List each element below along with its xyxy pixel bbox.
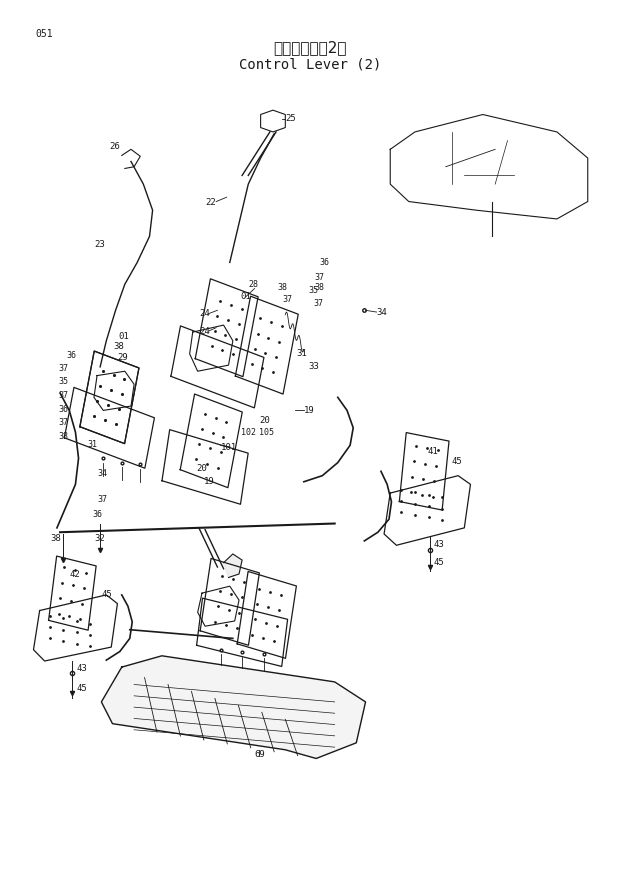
Text: 37: 37 (59, 391, 69, 400)
Text: 37: 37 (314, 273, 324, 282)
Text: 101: 101 (221, 443, 237, 451)
Text: 01: 01 (241, 292, 252, 301)
Text: 操作レバー（2）: 操作レバー（2） (273, 40, 347, 56)
Text: 43: 43 (77, 664, 87, 673)
Text: 20: 20 (259, 416, 270, 425)
Text: 36: 36 (319, 258, 329, 267)
Text: 38: 38 (59, 432, 69, 441)
Text: 37: 37 (283, 294, 293, 304)
Text: 20: 20 (196, 464, 206, 473)
Text: Control Lever (2): Control Lever (2) (239, 58, 381, 72)
Text: 38: 38 (51, 534, 61, 543)
Text: 33: 33 (309, 361, 319, 371)
Text: 38: 38 (113, 342, 125, 352)
Text: 34: 34 (377, 307, 388, 317)
Text: 41: 41 (427, 447, 438, 456)
Text: 45: 45 (433, 559, 444, 567)
Text: 32: 32 (94, 534, 105, 543)
Text: 45: 45 (102, 590, 112, 600)
Text: 43: 43 (433, 540, 444, 549)
Text: 45: 45 (77, 684, 87, 692)
Text: 35: 35 (308, 286, 318, 295)
Text: 24: 24 (199, 309, 210, 319)
Text: 37: 37 (59, 364, 69, 374)
Text: 37: 37 (313, 299, 323, 308)
Text: 38: 38 (314, 284, 324, 292)
Text: 22: 22 (205, 198, 216, 207)
Text: 01: 01 (118, 332, 130, 341)
Text: 34: 34 (97, 469, 107, 478)
Text: 36: 36 (59, 405, 69, 414)
Text: 23: 23 (94, 240, 105, 249)
Text: 38: 38 (277, 284, 287, 292)
Text: 19: 19 (304, 406, 314, 415)
Text: 051: 051 (35, 29, 53, 39)
Text: 19: 19 (204, 478, 215, 486)
Text: 28: 28 (248, 280, 259, 289)
Text: 31: 31 (296, 348, 307, 358)
Text: 25: 25 (285, 114, 296, 123)
Text: 24: 24 (199, 327, 210, 336)
Text: 36: 36 (93, 510, 103, 519)
Text: 35: 35 (59, 377, 69, 386)
Polygon shape (102, 656, 366, 759)
Text: 37: 37 (59, 418, 69, 427)
Text: 45: 45 (452, 457, 463, 466)
Text: 105: 105 (259, 428, 275, 436)
Text: 26: 26 (109, 142, 120, 151)
Text: 29: 29 (117, 353, 128, 362)
Text: 102: 102 (241, 428, 256, 436)
Text: 36: 36 (66, 351, 76, 361)
Text: 69: 69 (254, 750, 265, 759)
Text: 37: 37 (97, 495, 107, 504)
Polygon shape (224, 554, 242, 577)
Text: 31: 31 (88, 440, 98, 449)
Text: 42: 42 (69, 570, 80, 580)
